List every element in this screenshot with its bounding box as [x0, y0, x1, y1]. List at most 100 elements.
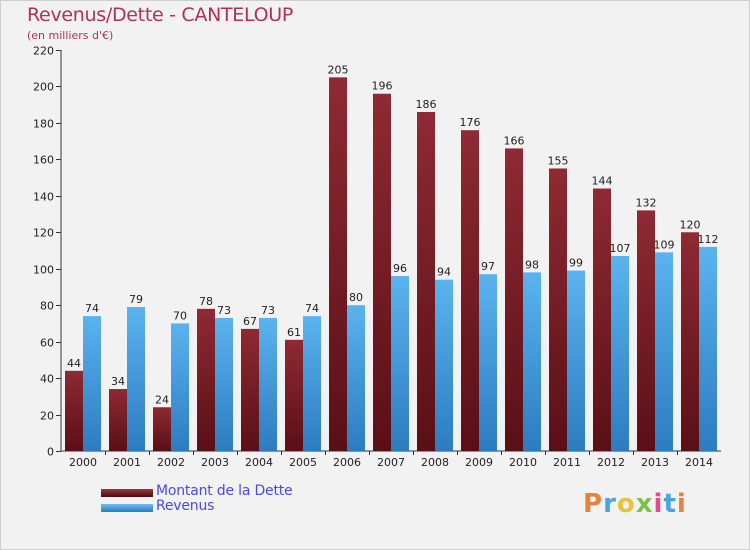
value-label: 205 — [328, 63, 349, 76]
y-tick-label: 200 — [33, 81, 54, 94]
legend-label-dette: Montant de la Dette — [156, 483, 293, 499]
dette-bar — [197, 308, 215, 451]
value-label: 98 — [525, 258, 539, 271]
revenus-bar — [347, 305, 365, 451]
value-label: 186 — [416, 98, 437, 111]
value-label: 120 — [680, 218, 701, 231]
value-label: 97 — [481, 260, 495, 273]
x-tick-label: 2005 — [289, 456, 317, 469]
y-tick-label: 140 — [33, 191, 54, 204]
value-label: 99 — [569, 257, 583, 270]
x-tick-label: 2008 — [421, 456, 449, 469]
revenus-bar — [215, 317, 233, 451]
value-label: 78 — [199, 295, 213, 308]
dette-bar — [593, 188, 611, 451]
dette-bar — [373, 93, 391, 451]
y-tick-label: 60 — [40, 337, 54, 350]
dette-bar — [417, 111, 435, 452]
revenus-bar — [655, 252, 673, 451]
logo-letter: x — [635, 489, 654, 519]
revenus-bar — [127, 307, 145, 451]
x-tick-label: 2012 — [597, 456, 625, 469]
x-tick-label: 2013 — [641, 456, 669, 469]
legend-label-revenus: Revenus — [156, 498, 215, 514]
dette-bar — [153, 407, 171, 451]
value-label: 166 — [504, 134, 525, 147]
y-tick-label: 100 — [33, 264, 54, 277]
logo-letter: r — [603, 489, 617, 519]
legend-swatch-dette — [101, 489, 153, 497]
x-tick-label: 2014 — [685, 456, 713, 469]
x-tick-label: 2007 — [377, 456, 405, 469]
revenus-bar — [567, 270, 585, 451]
value-label: 73 — [261, 304, 275, 317]
dette-bar — [461, 130, 479, 451]
logo-letter: o — [616, 489, 636, 519]
x-tick-label: 2001 — [113, 456, 141, 469]
value-label: 79 — [129, 293, 143, 306]
y-tick-label: 160 — [33, 154, 54, 167]
revenus-bar — [259, 317, 277, 451]
value-label: 107 — [610, 242, 631, 255]
value-label: 80 — [349, 291, 363, 304]
dette-bar — [549, 168, 567, 451]
dette-bar — [285, 339, 303, 451]
chart-subtitle: (en milliers d'€) — [27, 29, 114, 42]
revenus-bar — [479, 274, 497, 451]
dette-bar — [241, 328, 259, 451]
value-label: 155 — [548, 154, 569, 167]
value-label: 96 — [393, 262, 407, 275]
y-tick-label: 120 — [33, 227, 54, 240]
revenus-bar — [699, 246, 717, 451]
chart-title: Revenus/Dette - CANTELOUP — [27, 4, 294, 26]
revenus-bar — [303, 316, 321, 451]
value-label: 44 — [67, 357, 81, 370]
value-label: 112 — [698, 233, 719, 246]
logo-letter: t — [663, 489, 677, 519]
value-label: 132 — [636, 196, 657, 209]
y-tick-label: 80 — [40, 300, 54, 313]
y-tick-label: 20 — [40, 410, 54, 423]
x-tick-label: 2006 — [333, 456, 361, 469]
revenus-bar — [171, 323, 189, 451]
value-label: 94 — [437, 266, 451, 279]
y-tick-label: 0 — [47, 446, 54, 459]
value-label: 109 — [654, 238, 675, 251]
x-tick-label: 2009 — [465, 456, 493, 469]
value-label: 196 — [372, 80, 393, 93]
value-label: 70 — [173, 309, 187, 322]
revenus-bar — [611, 255, 629, 451]
proxiti-logo: Proxiti — [583, 489, 687, 519]
dette-bar — [505, 148, 523, 451]
value-label: 67 — [243, 315, 257, 328]
dette-bar — [329, 77, 347, 451]
dette-bar — [109, 389, 127, 451]
revenus-bar — [523, 272, 541, 451]
logo-letter: i — [676, 489, 687, 519]
value-label: 73 — [217, 304, 231, 317]
dette-bar — [681, 232, 699, 451]
y-tick-label: 40 — [40, 373, 54, 386]
x-tick-label: 2000 — [69, 456, 97, 469]
revenus-bar — [83, 316, 101, 451]
logo-letter: P — [583, 489, 604, 519]
revenus-bar — [435, 279, 453, 451]
legend-swatch-revenus — [101, 504, 153, 512]
x-tick-label: 2010 — [509, 456, 537, 469]
value-label: 176 — [460, 116, 481, 129]
value-label: 144 — [592, 175, 613, 188]
bars — [65, 77, 717, 452]
x-tick-label: 2004 — [245, 456, 273, 469]
value-label: 34 — [111, 375, 125, 388]
revenus-bar — [391, 276, 409, 451]
y-tick-label: 220 — [33, 45, 54, 58]
dette-bar — [637, 210, 655, 451]
dette-bar — [65, 370, 83, 451]
value-label: 61 — [287, 326, 301, 339]
value-label: 74 — [85, 302, 99, 315]
value-label: 24 — [155, 393, 169, 406]
x-tick-label: 2011 — [553, 456, 581, 469]
logo-letter: i — [653, 489, 664, 519]
